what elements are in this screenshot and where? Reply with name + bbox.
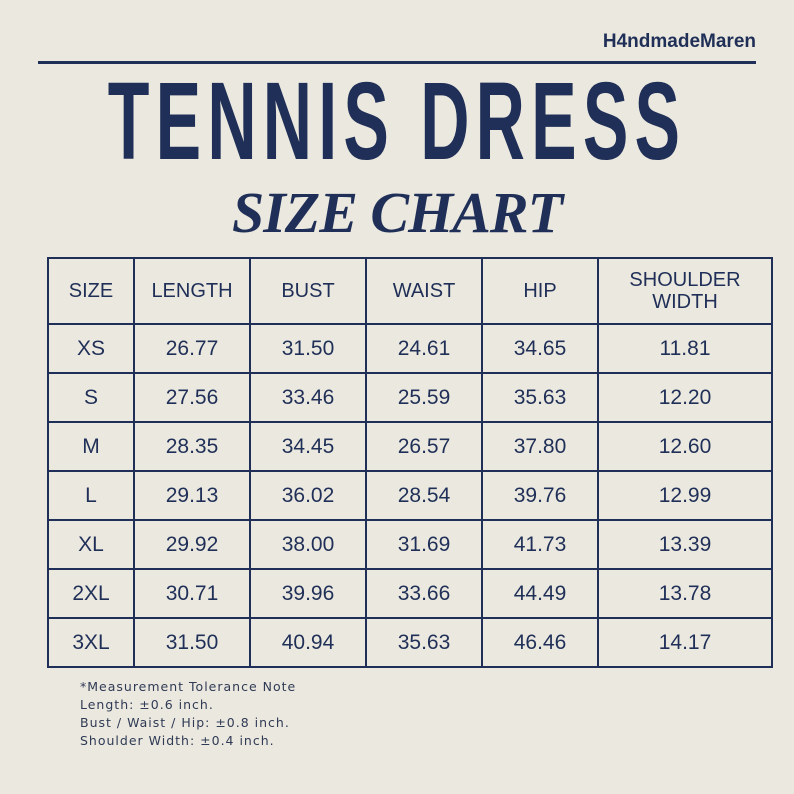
header-hip: HIP [481,257,599,325]
note-length: Length: ±0.6 inch. [80,697,214,712]
header-shoulder-width: SHOULDER WIDTH [597,257,773,325]
cell-shoulder-width: 13.78 [597,568,773,619]
cell-length: 30.71 [133,568,251,619]
cell-hip: 41.73 [481,519,599,570]
cell-length: 31.50 [133,617,251,668]
cell-length: 29.13 [133,470,251,521]
cell-size: 2XL [47,568,135,619]
cell-size: L [47,470,135,521]
cell-waist: 31.69 [365,519,483,570]
cell-size: XS [47,323,135,374]
page-title: TENNIS DRESS [107,60,687,183]
cell-size: S [47,372,135,423]
cell-size: M [47,421,135,472]
header-length: LENGTH [133,257,251,325]
cell-bust: 36.02 [249,470,367,521]
cell-shoulder-width: 11.81 [597,323,773,374]
cell-shoulder-width: 14.17 [597,617,773,668]
header-waist: WAIST [365,257,483,325]
cell-waist: 35.63 [365,617,483,668]
cell-size: XL [47,519,135,570]
cell-hip: 46.46 [481,617,599,668]
cell-hip: 34.65 [481,323,599,374]
table-row: L 29.13 36.02 28.54 39.76 12.99 [47,470,773,521]
cell-shoulder-width: 12.99 [597,470,773,521]
cell-hip: 44.49 [481,568,599,619]
size-table: SIZE LENGTH BUST WAIST HIP SHOULDER WIDTH… [47,257,773,668]
header-bust: BUST [249,257,367,325]
cell-bust: 38.00 [249,519,367,570]
cell-waist: 24.61 [365,323,483,374]
header-size: SIZE [47,257,135,325]
note-title: *Measurement Tolerance Note [80,679,297,694]
cell-hip: 39.76 [481,470,599,521]
divider [38,61,756,64]
cell-bust: 40.94 [249,617,367,668]
cell-shoulder-width: 12.20 [597,372,773,423]
table-header-row: SIZE LENGTH BUST WAIST HIP SHOULDER WIDTH [47,257,773,325]
note-bust-waist-hip: Bust / Waist / Hip: ±0.8 inch. [80,715,290,730]
table-row: 3XL 31.50 40.94 35.63 46.46 14.17 [47,617,773,668]
cell-hip: 35.63 [481,372,599,423]
table-row: XL 29.92 38.00 31.69 41.73 13.39 [47,519,773,570]
cell-waist: 33.66 [365,568,483,619]
table-row: 2XL 30.71 39.96 33.66 44.49 13.78 [47,568,773,619]
cell-length: 26.77 [133,323,251,374]
table-row: S 27.56 33.46 25.59 35.63 12.20 [47,372,773,423]
cell-length: 29.92 [133,519,251,570]
cell-bust: 34.45 [249,421,367,472]
cell-bust: 33.46 [249,372,367,423]
cell-length: 28.35 [133,421,251,472]
cell-waist: 26.57 [365,421,483,472]
table-row: XS 26.77 31.50 24.61 34.65 11.81 [47,323,773,374]
brand-logo: H4ndmadeMaren [602,31,756,52]
tolerance-note: *Measurement Tolerance Note Length: ±0.6… [80,678,296,750]
page-subtitle: SIZE CHART [231,180,563,245]
cell-shoulder-width: 12.60 [597,421,773,472]
cell-shoulder-width: 13.39 [597,519,773,570]
cell-size: 3XL [47,617,135,668]
cell-length: 27.56 [133,372,251,423]
cell-waist: 25.59 [365,372,483,423]
cell-bust: 39.96 [249,568,367,619]
cell-waist: 28.54 [365,470,483,521]
cell-bust: 31.50 [249,323,367,374]
table-row: M 28.35 34.45 26.57 37.80 12.60 [47,421,773,472]
note-shoulder: Shoulder Width: ±0.4 inch. [80,733,275,748]
cell-hip: 37.80 [481,421,599,472]
